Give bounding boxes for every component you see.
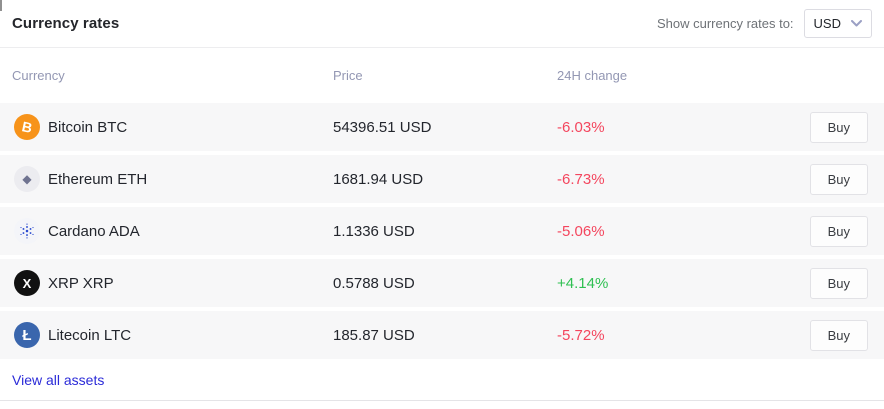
coin-price: 1.1336 USD: [333, 222, 415, 240]
coin-price: 54396.51 USD: [333, 118, 432, 136]
column-header-currency: Currency: [12, 68, 65, 83]
show-currency-rates-label: Show currency rates to:: [656, 16, 794, 31]
table-row: ◆ Ethereum ETH 1681.94 USD -6.73% Buy: [0, 155, 884, 203]
currency-cell: ◆ Ethereum ETH: [0, 166, 333, 192]
coin-name: Cardano ADA: [48, 222, 140, 240]
ethereum-icon: ◆: [14, 166, 40, 192]
currency-cell: X XRP XRP: [0, 270, 333, 296]
buy-button[interactable]: Buy: [809, 163, 868, 195]
screen-edge-artifact: [0, 0, 2, 11]
coin-name: Litecoin LTC: [48, 326, 132, 344]
coin-name: Ethereum ETH: [48, 170, 148, 188]
coin-24h-change: -6.03%: [557, 118, 605, 136]
coin-24h-change: +4.14%: [557, 274, 609, 292]
page-title: Currency rates: [12, 15, 120, 32]
buy-button[interactable]: Buy: [809, 111, 868, 143]
table-row: Ł Litecoin LTC 185.87 USD -5.72% Buy: [0, 311, 884, 359]
currency-select-dropdown[interactable]: USD: [803, 9, 872, 38]
coin-24h-change: -5.06%: [557, 222, 605, 240]
currency-cell: Ł Litecoin LTC: [0, 322, 333, 348]
table-column-headers: Currency Price 24H change: [0, 48, 884, 103]
coin-price: 0.5788 USD: [333, 274, 415, 292]
coin-name: Bitcoin BTC: [48, 118, 128, 136]
bitcoin-icon: B: [14, 114, 40, 140]
table-row: B Bitcoin BTC 54396.51 USD -6.03% Buy: [0, 103, 884, 151]
coin-price: 1681.94 USD: [333, 170, 424, 188]
column-header-24h-change: 24H change: [557, 68, 628, 83]
currency-cell: B Bitcoin BTC: [0, 114, 333, 140]
table-row: Cardano ADA 1.1336 USD -5.06% Buy: [0, 207, 884, 255]
coin-name: XRP XRP: [48, 274, 114, 292]
coin-24h-change: -5.72%: [557, 326, 605, 344]
currency-cell: Cardano ADA: [0, 218, 333, 244]
buy-button[interactable]: Buy: [809, 319, 868, 351]
xrp-icon: X: [14, 270, 40, 296]
chevron-down-icon: [851, 20, 862, 27]
table-body: B Bitcoin BTC 54396.51 USD -6.03% Buy ◆ …: [0, 103, 884, 359]
buy-button[interactable]: Buy: [809, 267, 868, 299]
buy-button[interactable]: Buy: [809, 215, 868, 247]
view-all-assets-link[interactable]: View all assets: [12, 371, 105, 388]
coin-24h-change: -6.73%: [557, 170, 605, 188]
table-row: X XRP XRP 0.5788 USD +4.14% Buy: [0, 259, 884, 307]
cardano-icon: [14, 218, 40, 244]
coin-price: 185.87 USD: [333, 326, 415, 344]
header-bar: Currency rates Show currency rates to: U…: [0, 0, 884, 48]
footer: View all assets: [0, 359, 884, 401]
litecoin-icon: Ł: [14, 322, 40, 348]
column-header-price: Price: [333, 68, 363, 83]
currency-select-value: USD: [813, 16, 841, 31]
